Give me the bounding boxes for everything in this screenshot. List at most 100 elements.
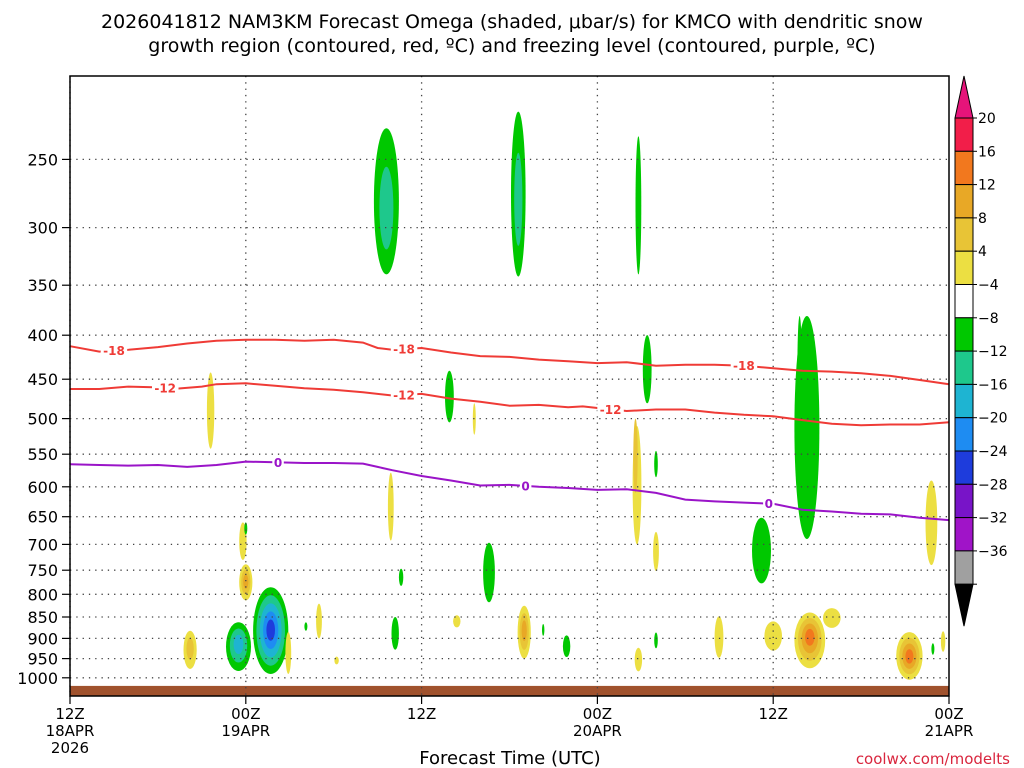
omega-blob-34-level-3 [805, 628, 815, 646]
omega-blob-3-level-1 [186, 637, 194, 660]
colorbar-bottom-arrow [954, 583, 974, 627]
y-tick-label-550: 550 [27, 445, 58, 464]
y-tick-label-750: 750 [27, 561, 58, 580]
y-tick-label-700: 700 [27, 535, 58, 554]
y-tick-label-1000: 1000 [17, 669, 58, 688]
colorbar-label-4: 4 [978, 244, 987, 260]
omega-blob-32-level-0 [752, 517, 771, 584]
colorbar-swatch-13 [954, 550, 974, 585]
x-tick-label-3-0: 00Z [583, 705, 612, 723]
contour-label-bg-0-0 [100, 343, 128, 358]
y-tick-label-400: 400 [27, 326, 58, 345]
omega-blob-14-level-0 [391, 617, 399, 650]
colorbar-swatch-2 [954, 184, 974, 219]
colorbar-label-9: −20 [978, 411, 1008, 427]
omega-blob-4-level-0 [244, 522, 248, 535]
colorbar-label-3: 8 [978, 211, 987, 227]
chart-title-line1: 2026041812 NAM3KM Forecast Omega (shaded… [101, 11, 923, 33]
colorbar-label-10: −24 [978, 444, 1008, 460]
contour-label-bg-1-1 [390, 387, 418, 402]
omega-blob-38-level-3 [905, 649, 914, 664]
omega-blob-39-level-0 [931, 643, 935, 655]
omega-blob-30-level-0 [654, 632, 658, 649]
contour-label-2-2: 0 [765, 497, 773, 511]
omega-blob-27-level-0 [642, 335, 652, 404]
contour-label-1-1: -12 [393, 388, 415, 402]
contour-label-0-1: -18 [393, 343, 415, 357]
omega-blob-7-level-0 [285, 632, 292, 674]
y-tick-label-650: 650 [27, 508, 58, 527]
colorbar: 20 16 12 8 4 −4 −8 −12 −16 −20 −24 −28 −32 −36 [954, 75, 1008, 627]
y-tick-label-800: 800 [27, 585, 58, 604]
colorbar-label-1: 16 [978, 144, 996, 160]
omega-blob-21-level-0 [542, 624, 545, 636]
omega-blob-0-level-0 [206, 372, 215, 449]
omega-blob-9-level-0 [334, 656, 339, 665]
colorbar-top-arrow [954, 75, 974, 119]
omega-blob-18-level-0 [483, 542, 495, 603]
contour-label-bg-2-0 [272, 455, 284, 470]
contour-label-1-0: -12 [154, 382, 176, 396]
y-axis-ticks: 250 300 350 400 450 500 550 600 650 700 750 800 850 9… [17, 150, 70, 688]
colorbar-swatch-7 [954, 350, 974, 385]
x-tick-label-1-0: 00Z [231, 705, 260, 723]
contour-label-2-1: 0 [521, 479, 529, 493]
contour-label-2-0: 0 [274, 456, 282, 470]
colorbar-swatch-10 [954, 450, 974, 485]
omega-blob-12-level-0 [387, 472, 394, 541]
y-tick-label-350: 350 [27, 276, 58, 295]
grid-lines [69, 76, 949, 696]
omega-blob-10-level-0 [304, 622, 308, 631]
plot-frame [69, 75, 950, 697]
omega-blob-25-level-0 [634, 647, 643, 672]
omega-blob-6-level-2 [233, 634, 244, 655]
omega-blob-15-level-0 [445, 370, 454, 423]
colorbar-label-11: −28 [978, 477, 1008, 493]
omega-shading [183, 111, 946, 680]
colorbar-label-0: 20 [978, 111, 996, 127]
contour-label-0-2: -18 [733, 359, 755, 373]
colorbar-swatch-5 [954, 284, 974, 319]
chart-title-line2: growth region (contoured, red, ºC) and f… [148, 35, 875, 57]
contour-label-bg-0-1 [390, 342, 418, 357]
x-tick-label-3-1: 20APR [573, 722, 622, 740]
ground-layer [70, 685, 949, 696]
x-axis-label: Forecast Time (UTC) [419, 748, 600, 768]
omega-blob-31-level-0 [714, 616, 724, 658]
contour-label-bg-2-1 [519, 478, 532, 493]
x-tick-label-4-0: 12Z [759, 705, 788, 723]
colorbar-swatch-8 [954, 383, 974, 419]
contour-label-bg-0-2 [730, 358, 758, 373]
colorbar-swatch-0 [954, 117, 974, 152]
contour-label-1-2: -12 [600, 403, 622, 417]
omega-blob-29-level-0 [653, 531, 659, 572]
x-tick-label-0-1: 18APR [46, 722, 95, 740]
omega-blob-22-level-0 [562, 635, 571, 657]
y-tick-label-900: 900 [27, 629, 58, 648]
contour-label-bg-1-0 [152, 381, 179, 396]
omega-blob-11-level-1 [379, 166, 394, 250]
colorbar-label-8: −16 [978, 377, 1008, 393]
colorbar-label-6: −8 [978, 311, 999, 327]
x-tick-label-5-1: 21APR [925, 722, 974, 740]
y-tick-label-250: 250 [27, 150, 58, 169]
colorbar-swatch-9 [954, 417, 974, 452]
ground-fill [70, 685, 949, 696]
contour-lines: -18 -18 -18 -12 -12 -12 0 0 0 [69, 338, 950, 522]
omega-blob-37-level-0 [797, 316, 802, 419]
colorbar-swatch-11 [954, 483, 974, 519]
omega-blob-17-level-0 [453, 615, 461, 628]
contour-line-2 [69, 460, 950, 522]
contour-label-bg-2-2 [763, 496, 775, 511]
colorbar-swatch-1 [954, 150, 974, 186]
omega-blob-8-level-0 [316, 603, 322, 639]
x-tick-label-0-0: 12Z [55, 705, 84, 723]
contour-label-0-0: -18 [103, 344, 125, 358]
contour-line-0 [69, 338, 950, 386]
omega-blob-19-level-1 [514, 152, 523, 246]
y-tick-label-950: 950 [27, 650, 58, 669]
y-tick-label-600: 600 [27, 478, 58, 497]
y-tick-label-300: 300 [27, 219, 58, 238]
